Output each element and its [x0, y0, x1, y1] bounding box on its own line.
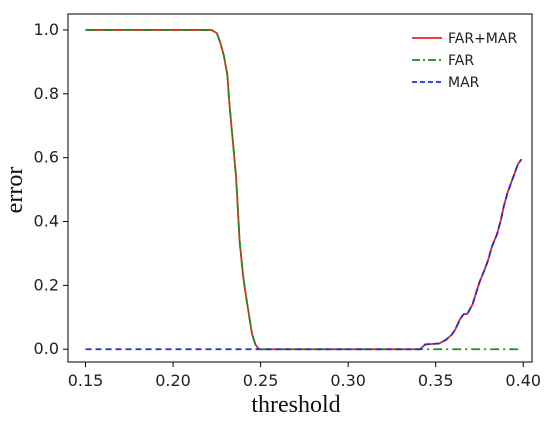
y-tick-label: 0.6 — [34, 148, 59, 167]
series-line-mar — [85, 158, 523, 351]
y-axis-title: error — [2, 167, 28, 214]
plot-area — [67, 13, 533, 363]
legend-label-mar: MAR — [448, 75, 480, 91]
x-tick-label: 0.40 — [505, 371, 541, 390]
y-tick-label: 0.2 — [34, 275, 59, 294]
x-tick-label: 0.20 — [155, 371, 191, 390]
legend: FAR+MAR FAR MAR — [412, 31, 517, 91]
y-axis: 0.0 0.2 0.4 0.6 0.8 1.0 — [34, 20, 68, 358]
x-tick-label: 0.30 — [330, 371, 366, 390]
y-tick-label: 0.4 — [34, 212, 59, 231]
legend-label-far: FAR — [448, 53, 474, 69]
x-axis: 0.15 0.20 0.25 0.30 0.35 0.40 — [68, 362, 541, 390]
x-tick-label: 0.15 — [68, 371, 104, 390]
y-tick-label: 1.0 — [34, 20, 59, 39]
y-tick-label: 0.0 — [34, 339, 59, 358]
legend-label-far-mar: FAR+MAR — [448, 31, 517, 47]
x-axis-title: threshold — [251, 392, 340, 418]
y-tick-label: 0.8 — [34, 84, 59, 103]
x-tick-label: 0.35 — [418, 371, 454, 390]
series-line-far — [85, 29, 522, 351]
series-layer — [85, 29, 523, 351]
x-tick-label: 0.25 — [243, 371, 279, 390]
